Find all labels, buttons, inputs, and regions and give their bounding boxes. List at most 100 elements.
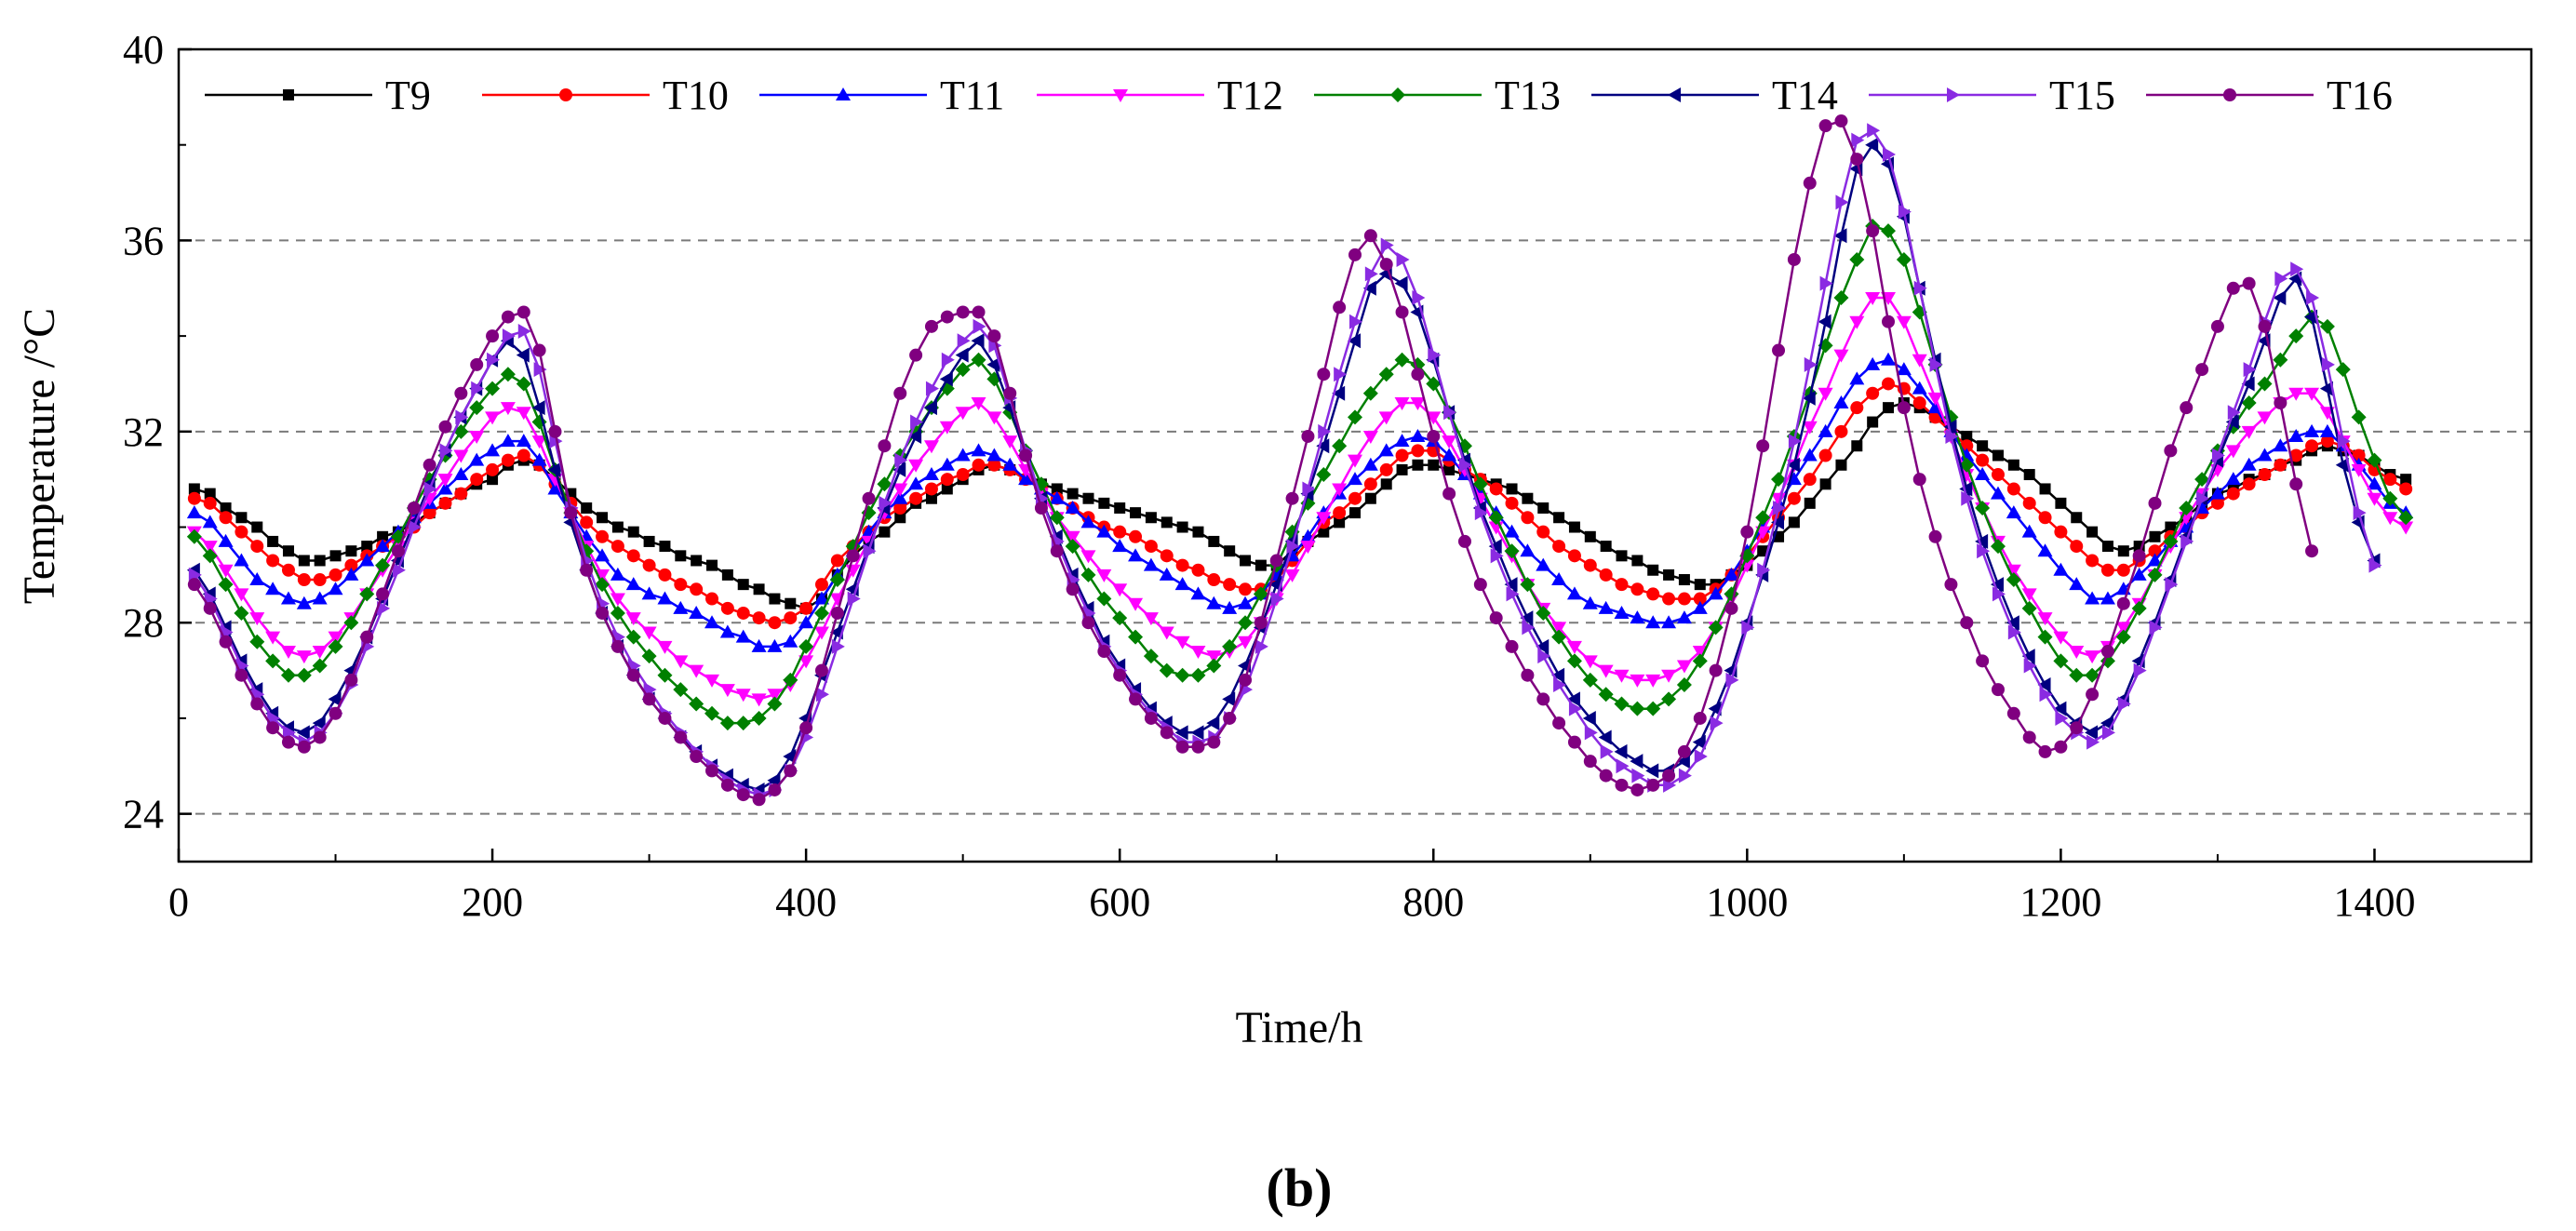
point-T15-460 <box>894 452 908 468</box>
point-T11-290 <box>625 577 641 591</box>
point-T15-1020 <box>1773 500 1787 515</box>
point-T10-1420 <box>2399 482 2413 496</box>
point-T15-1180 <box>2023 658 2037 674</box>
point-T10-770 <box>1379 462 1393 476</box>
point-T15-500 <box>957 333 971 349</box>
point-T9-20 <box>204 488 216 500</box>
series-line-T16 <box>193 119 2314 801</box>
point-T16-1190 <box>2038 744 2052 758</box>
point-T15-1200 <box>2055 710 2069 726</box>
point-T12-580 <box>1080 550 1096 564</box>
legend-marker-T12 <box>1113 89 1128 102</box>
point-T15-480 <box>925 381 939 396</box>
point-T15-1350 <box>2290 261 2304 277</box>
point-T13-750 <box>1348 409 1362 425</box>
point-T9-1200 <box>2055 497 2067 509</box>
legend-label-T16: T16 <box>2327 73 2393 118</box>
point-T16-1220 <box>2086 688 2100 702</box>
point-T12-890 <box>1566 640 1582 654</box>
point-T10-500 <box>956 468 970 482</box>
point-T16-300 <box>642 692 656 706</box>
point-T16-1080 <box>1866 224 1880 238</box>
point-T15-1260 <box>2149 620 2163 636</box>
point-T9-760 <box>1364 492 1376 504</box>
point-T13-410 <box>813 605 829 621</box>
point-T13-1070 <box>1849 251 1865 267</box>
point-T11-180 <box>453 467 469 481</box>
point-T16-360 <box>736 788 750 802</box>
point-T12-70 <box>280 646 296 660</box>
grid-lines <box>179 239 2531 815</box>
point-T11-510 <box>971 443 986 457</box>
point-T10-610 <box>1129 529 1143 543</box>
point-T9-70 <box>282 545 294 557</box>
point-T11-280 <box>610 567 625 581</box>
point-T11-580 <box>1080 515 1096 529</box>
point-T10-850 <box>1505 496 1519 510</box>
point-T16-380 <box>768 783 782 796</box>
point-T12-900 <box>1582 655 1598 669</box>
point-T13-380 <box>767 696 783 712</box>
x-tick-label-1400: 1400 <box>2333 879 2415 925</box>
point-T11-300 <box>641 586 657 600</box>
point-T11-340 <box>704 615 720 629</box>
point-T10-1330 <box>2258 468 2272 482</box>
point-T12-1310 <box>2225 445 2241 459</box>
point-T11-920 <box>1614 605 1630 619</box>
point-T15-1290 <box>2196 490 2210 506</box>
point-T11-500 <box>955 448 971 462</box>
point-T14-760 <box>1362 280 1376 296</box>
point-T14-910 <box>1598 729 1612 745</box>
y-tick-label-24: 24 <box>123 792 164 837</box>
point-T9-630 <box>1161 516 1173 529</box>
point-T15-130 <box>377 600 391 616</box>
point-T9-360 <box>737 579 749 591</box>
point-T12-940 <box>1645 674 1661 688</box>
point-T11-200 <box>485 443 501 457</box>
point-T12-30 <box>218 564 234 578</box>
legend-label-T10: T10 <box>663 73 729 118</box>
point-T15-410 <box>815 687 829 702</box>
point-T13-90 <box>312 658 328 674</box>
point-T16-430 <box>846 549 860 563</box>
point-T13-620 <box>1143 649 1159 664</box>
point-T12-380 <box>767 689 783 702</box>
point-T11-660 <box>1206 595 1222 609</box>
point-T14-470 <box>908 428 922 444</box>
point-T11-1100 <box>1896 362 1912 376</box>
point-T11-490 <box>939 457 955 471</box>
point-T13-940 <box>1645 701 1661 716</box>
point-T14-390 <box>783 749 797 765</box>
point-T13-630 <box>1159 662 1174 678</box>
point-T15-160 <box>423 481 437 497</box>
point-T10-480 <box>924 482 938 496</box>
point-T11-1350 <box>2288 428 2304 442</box>
point-T13-1400 <box>2367 452 2382 468</box>
point-T16-1340 <box>2274 396 2288 410</box>
point-T11-940 <box>1645 615 1661 629</box>
point-T9-580 <box>1082 492 1094 504</box>
point-T11-810 <box>1442 448 1457 462</box>
y-tick-label-28: 28 <box>123 600 164 646</box>
point-T10-640 <box>1175 558 1189 572</box>
point-T11-890 <box>1566 586 1582 600</box>
point-T16-950 <box>1662 769 1676 783</box>
point-T13-1190 <box>2037 629 2053 645</box>
point-T15-1160 <box>1992 586 2006 602</box>
point-T16-40 <box>235 668 248 682</box>
point-T10-900 <box>1583 558 1597 572</box>
point-T12-210 <box>500 402 516 416</box>
point-T14-860 <box>1520 610 1534 626</box>
point-T13-60 <box>265 653 281 669</box>
point-T15-860 <box>1522 620 1536 636</box>
point-T9-200 <box>487 474 499 486</box>
point-T11-470 <box>908 476 924 490</box>
point-T10-1200 <box>2054 525 2068 539</box>
legend-item-T13: T13 <box>1314 73 1561 118</box>
point-T13-1170 <box>2006 572 2021 588</box>
point-T15-900 <box>1584 725 1598 741</box>
point-T12-350 <box>719 684 735 698</box>
point-T9-1190 <box>2039 483 2051 495</box>
point-T14-460 <box>892 462 906 477</box>
point-T16-840 <box>1489 611 1503 625</box>
